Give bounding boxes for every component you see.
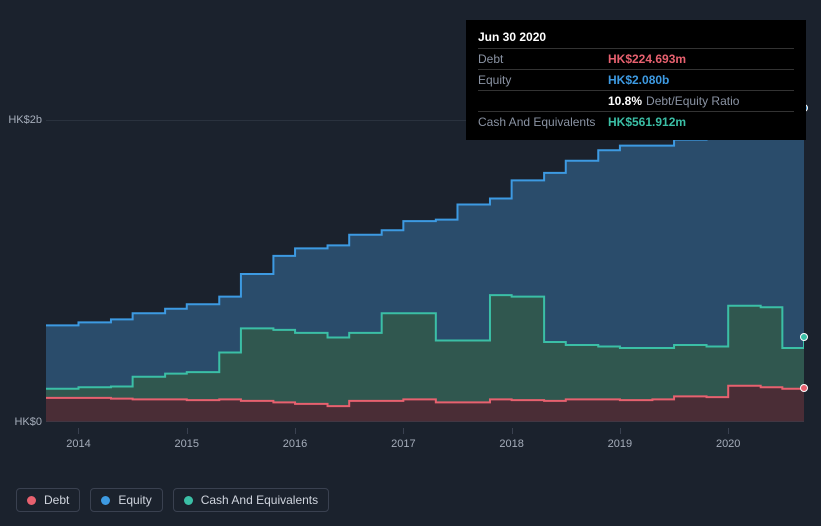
tooltip-date: Jun 30 2020	[478, 28, 794, 46]
tooltip-value: HK$561.912m	[608, 113, 686, 131]
tooltip-key	[478, 92, 608, 110]
x-tick-mark	[187, 428, 188, 434]
chart-plot[interactable]: HK$2b HK$0	[46, 120, 804, 422]
legend-label: Debt	[44, 493, 69, 507]
x-tick-label: 2016	[283, 438, 307, 450]
tooltip-key: Equity	[478, 71, 608, 89]
legend-item[interactable]: Debt	[16, 488, 80, 512]
x-tick-mark	[78, 428, 79, 434]
series-end-marker	[800, 333, 808, 341]
tooltip-value: HK$224.693m	[608, 50, 686, 68]
tooltip-row: Cash And EquivalentsHK$561.912m	[478, 111, 794, 132]
legend-label: Equity	[118, 493, 151, 507]
x-tick-label: 2018	[499, 438, 523, 450]
tooltip-key: Debt	[478, 50, 608, 68]
series-end-marker	[800, 384, 808, 392]
legend-item[interactable]: Equity	[90, 488, 162, 512]
x-axis: 2014201520162017201820192020	[46, 426, 804, 446]
tooltip-row: EquityHK$2.080b	[478, 69, 794, 90]
legend-dot-icon	[184, 496, 193, 505]
tooltip-value: HK$2.080b	[608, 71, 669, 89]
tooltip-value: 10.8%Debt/Equity Ratio	[608, 92, 739, 110]
x-tick-mark	[403, 428, 404, 434]
legend-dot-icon	[101, 496, 110, 505]
chart: HK$2b HK$0 2014201520162017201820192020	[16, 120, 804, 450]
x-tick-label: 2019	[608, 438, 632, 450]
tooltip-row: DebtHK$224.693m	[478, 48, 794, 69]
x-tick-label: 2020	[716, 438, 740, 450]
legend-item[interactable]: Cash And Equivalents	[173, 488, 329, 512]
legend-label: Cash And Equivalents	[201, 493, 318, 507]
x-tick-label: 2014	[66, 438, 90, 450]
chart-tooltip: Jun 30 2020 DebtHK$224.693mEquityHK$2.08…	[466, 20, 806, 140]
tooltip-suffix: Debt/Equity Ratio	[646, 94, 739, 108]
tooltip-row: 10.8%Debt/Equity Ratio	[478, 90, 794, 111]
x-tick-mark	[295, 428, 296, 434]
legend: Debt Equity Cash And Equivalents	[16, 488, 329, 512]
y-tick-label: HK$0	[14, 416, 46, 428]
x-tick-mark	[620, 428, 621, 434]
legend-dot-icon	[27, 496, 36, 505]
x-tick-mark	[512, 428, 513, 434]
tooltip-key: Cash And Equivalents	[478, 113, 608, 131]
tooltip-rows: DebtHK$224.693mEquityHK$2.080b10.8%Debt/…	[478, 48, 794, 132]
x-tick-mark	[728, 428, 729, 434]
x-tick-label: 2015	[175, 438, 199, 450]
y-tick-label: HK$2b	[8, 114, 46, 126]
chart-svg	[46, 120, 804, 422]
x-tick-label: 2017	[391, 438, 415, 450]
